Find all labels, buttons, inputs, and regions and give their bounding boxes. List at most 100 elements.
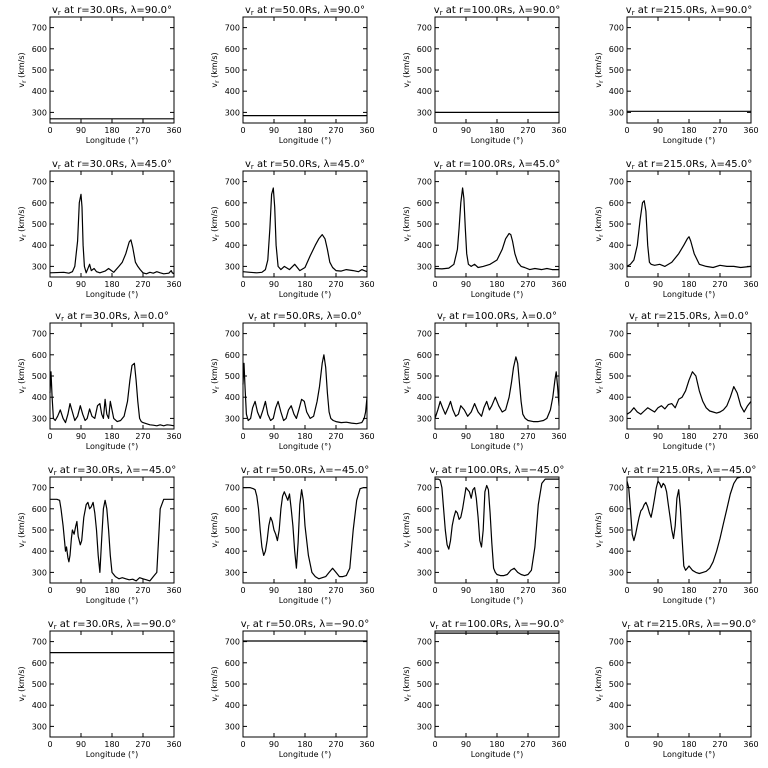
x-tick-label: 270 — [135, 280, 150, 289]
y-tick-label: 500 — [225, 66, 240, 75]
x-tick-label: 360 — [166, 740, 181, 749]
panel-title-rest: at r=50.0Rs, λ=90.0° — [254, 5, 365, 16]
y-axis-label: vr (km/s) — [17, 512, 28, 547]
x-axis-label: Longitude (°) — [86, 136, 139, 145]
y-tick-label: 300 — [225, 414, 240, 423]
plot-frame — [626, 476, 752, 584]
x-tick-label: 270 — [328, 280, 343, 289]
y-axis-label: vr (km/s) — [594, 512, 605, 547]
panel-title-rest: at r=100.0Rs, λ=90.0° — [443, 5, 561, 16]
x-axis-label: Longitude (°) — [86, 750, 139, 759]
x-tick-label: 180 — [297, 126, 312, 135]
panel-title-main: v — [55, 311, 61, 322]
y-axis-label-main: v — [594, 389, 603, 394]
y-tick-label: 300 — [609, 722, 624, 731]
panel-title-sub: r — [251, 9, 254, 17]
x-tick-label: 270 — [135, 740, 150, 749]
y-tick-label: 600 — [417, 199, 432, 208]
panel-5-4: vr at r=215.0Rs, λ=−90.0°0 90 180 270 360300… — [594, 619, 759, 759]
x-tick-label: 360 — [359, 586, 374, 595]
x-tick-label: 0 — [624, 126, 629, 135]
x-tick-label: 270 — [520, 740, 535, 749]
y-tick-label: 300 — [32, 108, 47, 117]
y-tick-label: 400 — [609, 547, 624, 556]
panel-title-main: v — [52, 159, 58, 170]
panel-title-sub: r — [436, 623, 439, 631]
y-tick-label: 700 — [32, 484, 47, 493]
x-tick-label: 90 — [269, 432, 279, 441]
y-axis-label-main: v — [17, 543, 26, 548]
y-axis-label-main: v — [210, 83, 219, 88]
y-tick-label: 600 — [32, 45, 47, 54]
x-tick-label: 0 — [47, 586, 52, 595]
panel-title: vr at r=100.0Rs, λ=45.0° — [434, 159, 560, 171]
panel-title: vr at r=215.0Rs, λ=−90.0° — [622, 619, 757, 631]
panel-title-main: v — [430, 465, 436, 476]
y-axis-label-rest: (km/s) — [17, 358, 26, 386]
x-tick-label: 0 — [240, 126, 245, 135]
panel-title-main: v — [434, 159, 440, 170]
y-tick-label: 300 — [417, 722, 432, 731]
panel-title-rest: at r=50.0Rs, λ=45.0° — [254, 159, 365, 170]
y-tick-label: 300 — [32, 262, 47, 271]
y-tick-label: 500 — [32, 526, 47, 535]
plot-frame — [242, 630, 368, 738]
y-axis-label-main: v — [17, 83, 26, 88]
y-axis-label-sub: r — [21, 234, 28, 237]
y-tick-label: 600 — [225, 351, 240, 360]
y-tick-label: 700 — [225, 178, 240, 187]
y-tick-label: 700 — [225, 638, 240, 647]
x-tick-label: 180 — [489, 126, 504, 135]
y-tick-label: 700 — [417, 24, 432, 33]
panel-title-sub: r — [254, 315, 257, 323]
panel-title-sub: r — [632, 9, 635, 17]
y-tick-label: 500 — [417, 526, 432, 535]
x-tick-label: 360 — [551, 432, 566, 441]
y-axis-label: vr (km/s) — [210, 52, 221, 87]
x-axis-label: Longitude (°) — [663, 596, 716, 605]
x-axis-label: Longitude (°) — [279, 290, 332, 299]
y-tick-label: 600 — [32, 351, 47, 360]
x-axis-label: Longitude (°) — [279, 136, 332, 145]
y-tick-label: 600 — [417, 45, 432, 54]
y-axis-label: vr (km/s) — [594, 206, 605, 241]
y-axis-label-main: v — [402, 83, 411, 88]
panel-title: vr at r=100.0Rs, λ=90.0° — [434, 5, 560, 17]
y-axis-label-rest: (km/s) — [210, 666, 219, 694]
plot-frame — [49, 16, 175, 124]
y-tick-label: 300 — [609, 568, 624, 577]
panel-3-3: vr at r=100.0Rs, λ=0.0°0 90 180 270 36030040… — [402, 311, 567, 451]
x-axis-label: Longitude (°) — [471, 136, 524, 145]
y-axis-label-rest: (km/s) — [402, 52, 411, 80]
y-tick-label: 500 — [225, 220, 240, 229]
y-tick-label: 300 — [32, 722, 47, 731]
series-line — [242, 187, 368, 274]
y-axis-label: vr (km/s) — [210, 358, 221, 393]
y-axis-label-sub: r — [214, 80, 221, 83]
x-tick-label: 90 — [653, 586, 663, 595]
panel-title-sub: r — [251, 163, 254, 171]
x-tick-label: 0 — [624, 432, 629, 441]
panel-1-4: vr at r=215.0Rs, λ=90.0°0 90 180 270 3603004… — [594, 5, 759, 145]
x-tick-label: 180 — [104, 586, 119, 595]
y-axis-label-rest: (km/s) — [17, 512, 26, 540]
x-axis-label: Longitude (°) — [279, 750, 332, 759]
x-tick-label: 90 — [461, 432, 471, 441]
series-line — [626, 200, 752, 269]
x-tick-label: 90 — [653, 126, 663, 135]
x-tick-label: 0 — [432, 586, 437, 595]
panel-title: vr at r=30.0Rs, λ=−90.0° — [48, 619, 176, 631]
y-axis-label-main: v — [594, 237, 603, 242]
y-axis-label-sub: r — [406, 540, 413, 543]
x-tick-label: 0 — [624, 280, 629, 289]
y-tick-label: 500 — [417, 680, 432, 689]
x-tick-label: 0 — [240, 432, 245, 441]
y-tick-label: 400 — [225, 241, 240, 250]
x-tick-label: 360 — [743, 126, 758, 135]
panel-title-main: v — [52, 5, 58, 16]
panel-title-rest: at r=100.0Rs, λ=45.0° — [443, 159, 561, 170]
y-axis-label-main: v — [17, 237, 26, 242]
x-tick-label: 0 — [432, 740, 437, 749]
y-tick-label: 300 — [417, 262, 432, 271]
x-tick-label: 360 — [359, 126, 374, 135]
